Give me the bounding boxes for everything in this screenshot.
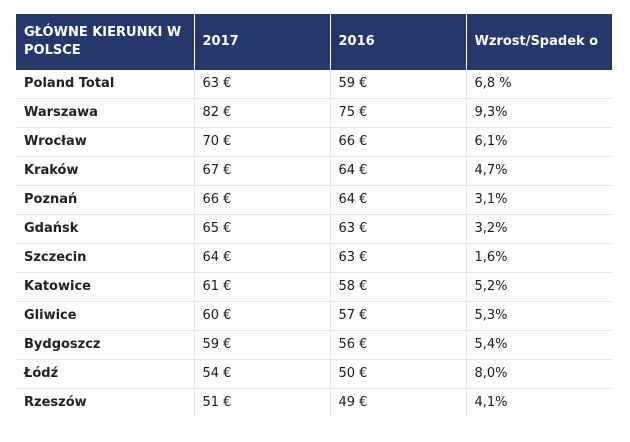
change-cell: 5,4% [466, 330, 612, 360]
table-row: Bydgoszcz 59 €56 €5,4% [16, 330, 612, 360]
table-row: Wrocław 70 €66 €6,1% [16, 127, 612, 157]
city-cell: Łódź [16, 359, 195, 389]
header-change: Wzrost/Spadek o [466, 14, 612, 70]
price-2017-cell: 82 € [194, 98, 331, 128]
price-2016-cell: 63 € [330, 243, 467, 273]
price-2017-cell: 51 € [194, 388, 331, 417]
price-2017-cell: 70 € [194, 127, 331, 157]
price-2017-cell: 63 € [194, 70, 331, 99]
price-2017-cell: 66 € [194, 185, 331, 215]
price-2016-cell: 56 € [330, 330, 467, 360]
table-row: Gdańsk 65 €63 €3,2% [16, 214, 612, 244]
price-2017-cell: 59 € [194, 330, 331, 360]
change-cell: 5,3% [466, 301, 612, 331]
table-row: Łódź 54 €50 €8,0% [16, 359, 612, 389]
change-cell: 9,3% [466, 98, 612, 128]
change-cell: 4,1% [474, 395, 508, 410]
price-2017-cell: 67 € [194, 156, 331, 186]
price-2017-cell: 60 € [194, 301, 331, 331]
city-cell: Gliwice [16, 301, 195, 331]
price-2016-cell: 57 € [330, 301, 467, 331]
table-row: Szczecin 64 €63 €1,6% [16, 243, 612, 273]
destinations-table-container: GŁÓWNE KIERUNKI W POLSCE 2017 2016 Wzros… [16, 14, 612, 417]
change-cell: 6,8 % [466, 70, 612, 99]
city-cell: Warszawa [16, 98, 195, 128]
table-row: Warszawa 82 €75 €9,3% [16, 98, 612, 128]
change-cell: 3,1% [466, 185, 612, 215]
city-cell: Poznań [16, 185, 195, 215]
table-row: Katowice 61 €58 €5,2% [16, 272, 612, 302]
header-2016: 2016 [330, 14, 467, 70]
city-cell: Rzeszów [16, 388, 195, 417]
city-cell: Poland Total [16, 70, 195, 99]
price-2016-cell: 64 € [330, 185, 467, 215]
city-cell: Szczecin [16, 243, 195, 273]
price-2016-cell: 75 € [330, 98, 467, 128]
table-row: Rzeszów 51 €49 € 4,1% [16, 388, 612, 417]
table-header: GŁÓWNE KIERUNKI W POLSCE 2017 2016 Wzros… [16, 14, 612, 70]
price-2017-cell: 54 € [194, 359, 331, 389]
price-2016-cell: 66 € [330, 127, 467, 157]
city-cell: Kraków [16, 156, 195, 186]
price-2016-cell: 50 € [330, 359, 467, 389]
table-row: Kraków 67 €64 €4,7% [16, 156, 612, 186]
change-cell: 4,7% [466, 156, 612, 186]
change-cell: 8,0% [466, 359, 612, 389]
price-2016-cell: 64 € [330, 156, 467, 186]
destinations-table: GŁÓWNE KIERUNKI W POLSCE 2017 2016 Wzros… [16, 14, 612, 417]
price-2016-cell: 63 € [330, 214, 467, 244]
price-2017-cell: 64 € [194, 243, 331, 273]
table-body: Poland Total 63 €59 €6,8 % Warszawa 82 €75 … [16, 70, 612, 417]
table-row: Poland Total 63 €59 €6,8 % [16, 70, 612, 99]
price-2016-cell: 58 € [330, 272, 467, 302]
table-row: Gliwice 60 €57 €5,3% [16, 301, 612, 331]
city-cell: Katowice [16, 272, 195, 302]
header-2017: 2017 [194, 14, 331, 70]
header-row: GŁÓWNE KIERUNKI W POLSCE 2017 2016 Wzros… [16, 14, 612, 70]
city-cell: Gdańsk [16, 214, 195, 244]
change-cell: 6,1% [466, 127, 612, 157]
price-2017-cell: 61 € [194, 272, 331, 302]
city-cell: Bydgoszcz [16, 330, 195, 360]
table-row: Poznań 66 €64 €3,1% [16, 185, 612, 215]
price-2016-cell: 49 € [330, 388, 467, 417]
price-2017-cell: 65 € [194, 214, 331, 244]
price-2016-cell: 59 € [330, 70, 467, 99]
city-cell: Wrocław [16, 127, 195, 157]
change-cell: 5,2% [466, 272, 612, 302]
change-cell: 1,6% [466, 243, 612, 273]
header-destination: GŁÓWNE KIERUNKI W POLSCE [16, 14, 195, 70]
change-cell: 3,2% [466, 214, 612, 244]
